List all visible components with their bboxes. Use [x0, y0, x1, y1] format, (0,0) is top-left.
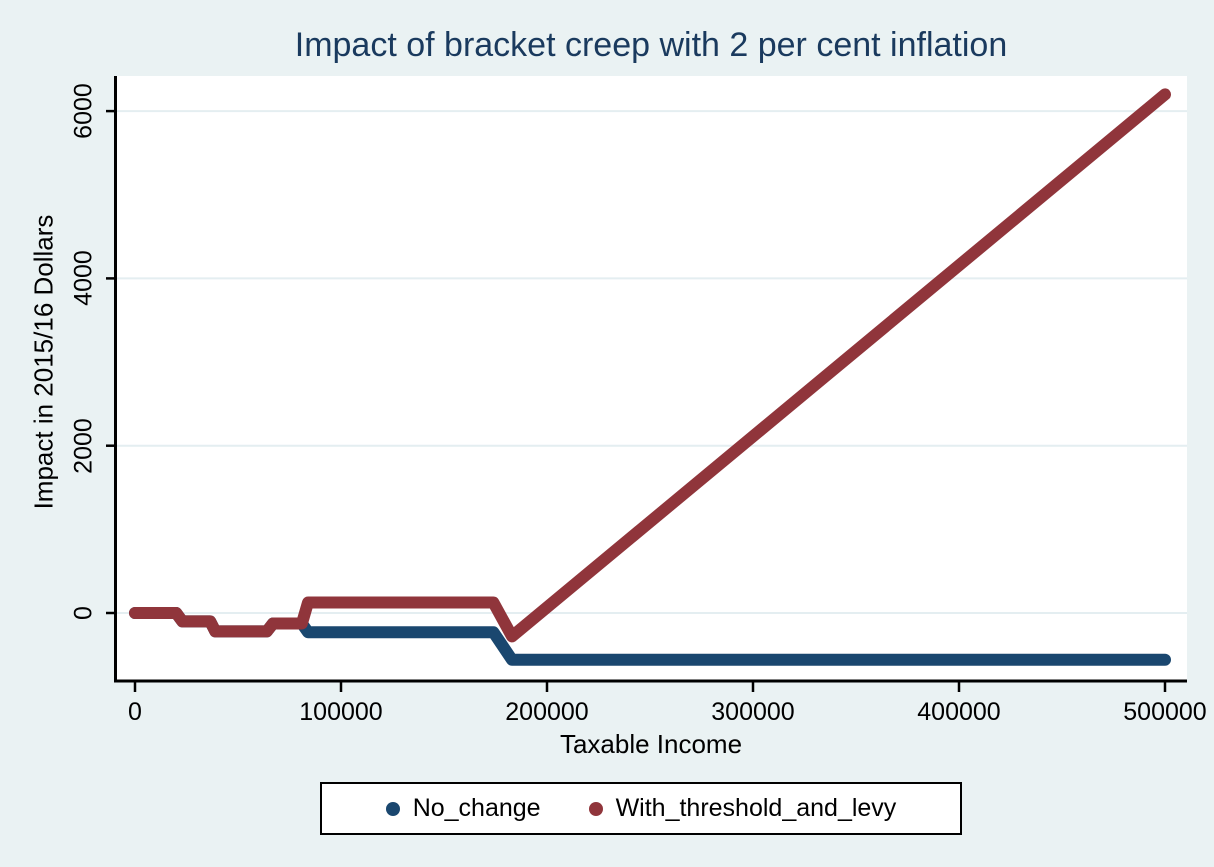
x-tick-label: 200000 [505, 698, 589, 726]
no-change-marker-icon [385, 801, 400, 816]
y-axis-title: Impact in 2015/16 Dollars [28, 214, 59, 510]
legend-entry-no-change: No_change [385, 794, 541, 823]
legend-label-with-threshold-and-levy: With_threshold_and_levy [615, 794, 897, 822]
x-tick-label: 500000 [1123, 698, 1207, 726]
legend: No_change With_threshold_and_levy [320, 782, 962, 835]
x-tick-label: 400000 [917, 698, 1001, 726]
legend-entry-with-threshold-and-levy: With_threshold_and_levy [588, 794, 897, 823]
x-tick-label: 0 [128, 698, 142, 726]
y-tick-label: 6000 [69, 83, 98, 139]
y-tick-label: 4000 [69, 250, 98, 307]
series-line-With_threshold_and_levy [129, 88, 1171, 643]
with-threshold-and-levy-marker-icon [588, 801, 603, 816]
x-tick-label: 100000 [299, 698, 383, 726]
chart-title: Impact of bracket creep with 2 per cent … [294, 26, 1008, 64]
plot-region [115, 76, 1187, 680]
y-tick-label: 0 [69, 606, 98, 620]
x-axis-title: Taxable Income [559, 729, 743, 759]
y-tick-label: 2000 [69, 417, 98, 474]
legend-label-no-change: No_change [412, 794, 541, 822]
x-tick-label: 300000 [711, 698, 795, 726]
